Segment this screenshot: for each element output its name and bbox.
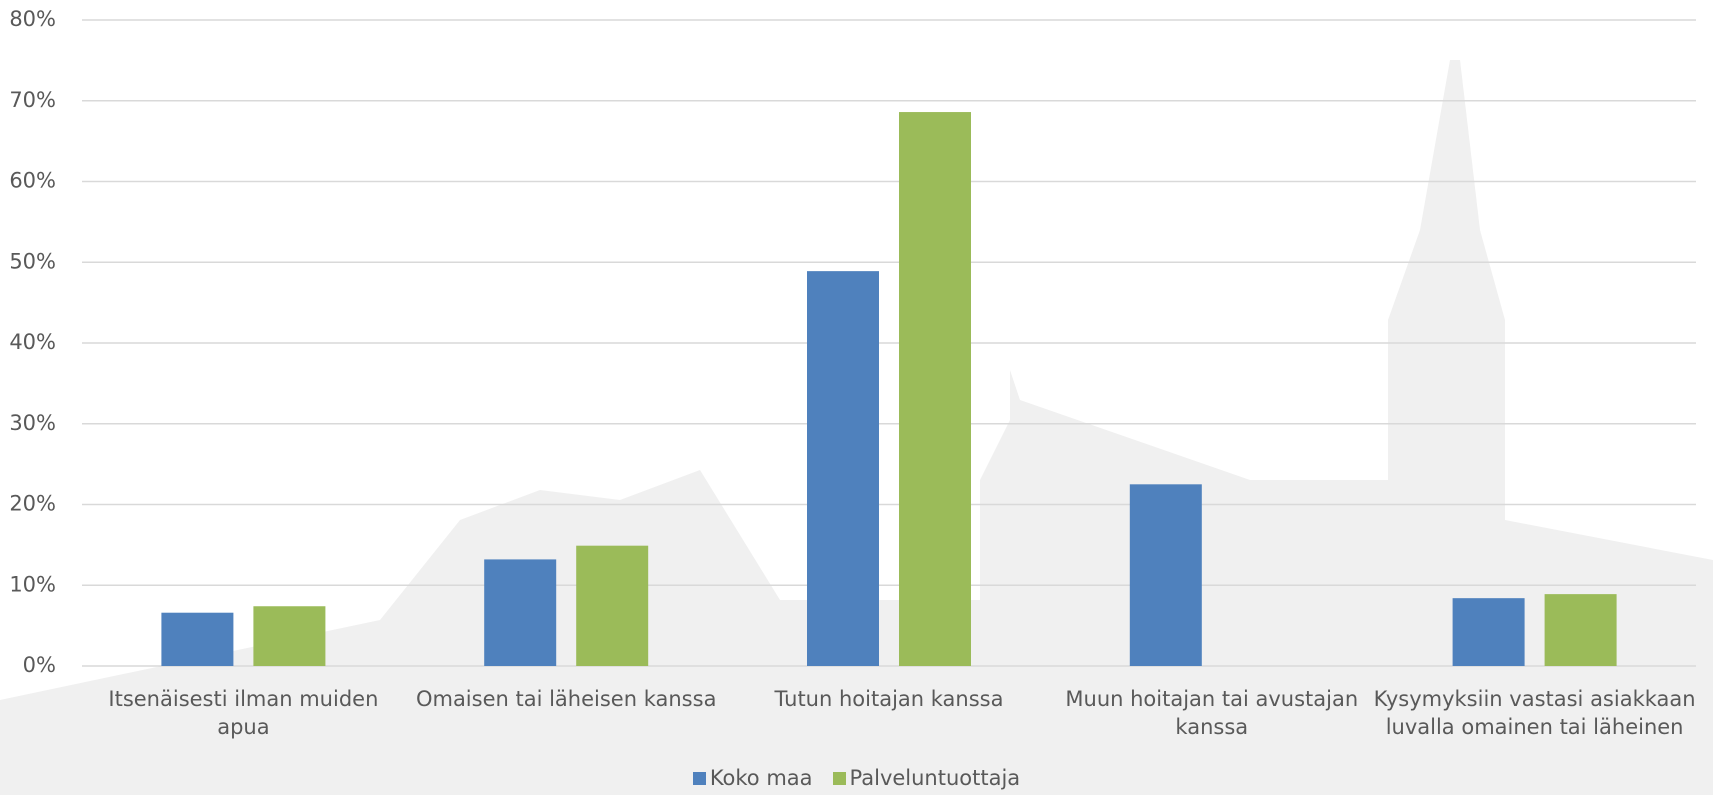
bar: [253, 606, 326, 666]
legend: Koko maa Palveluntuottaja: [0, 766, 1713, 790]
y-tick-label: 30%: [9, 411, 56, 435]
legend-label: Palveluntuottaja: [849, 766, 1021, 790]
y-tick-label: 10%: [9, 572, 56, 596]
legend-swatch: [692, 772, 706, 785]
y-tick-label: 80%: [9, 7, 56, 31]
x-tick-label: Itsenäisesti ilman muiden apua: [108, 687, 379, 739]
background-watermark: [0, 60, 1713, 795]
bar: [1129, 484, 1202, 666]
bar: [161, 612, 234, 666]
y-tick-label: 20%: [9, 492, 56, 516]
legend-item: Koko maa: [692, 766, 813, 790]
bar: [576, 545, 649, 666]
y-tick-label: 40%: [9, 330, 56, 354]
bar: [807, 271, 879, 666]
x-tick-label: Kysymyksiin vastasi asiakkaan luvalla om…: [1373, 687, 1696, 739]
bar: [1544, 594, 1617, 666]
bar: [484, 559, 557, 666]
bar: [1452, 598, 1525, 666]
legend-swatch: [832, 772, 846, 785]
legend-item: Palveluntuottaja: [832, 766, 1021, 790]
bar: [899, 112, 971, 667]
x-tick-label: Tutun hoitajan kanssa: [774, 687, 1004, 711]
x-tick-label: Muun hoitajan tai avustajan kanssa: [1065, 687, 1359, 739]
y-tick-label: 70%: [9, 88, 56, 112]
y-tick-label: 50%: [9, 249, 56, 273]
y-tick-label: 0%: [23, 653, 56, 677]
legend-label: Koko maa: [709, 766, 813, 790]
y-tick-label: 60%: [9, 169, 56, 193]
x-tick-label: Omaisen tai läheisen kanssa: [415, 687, 717, 711]
